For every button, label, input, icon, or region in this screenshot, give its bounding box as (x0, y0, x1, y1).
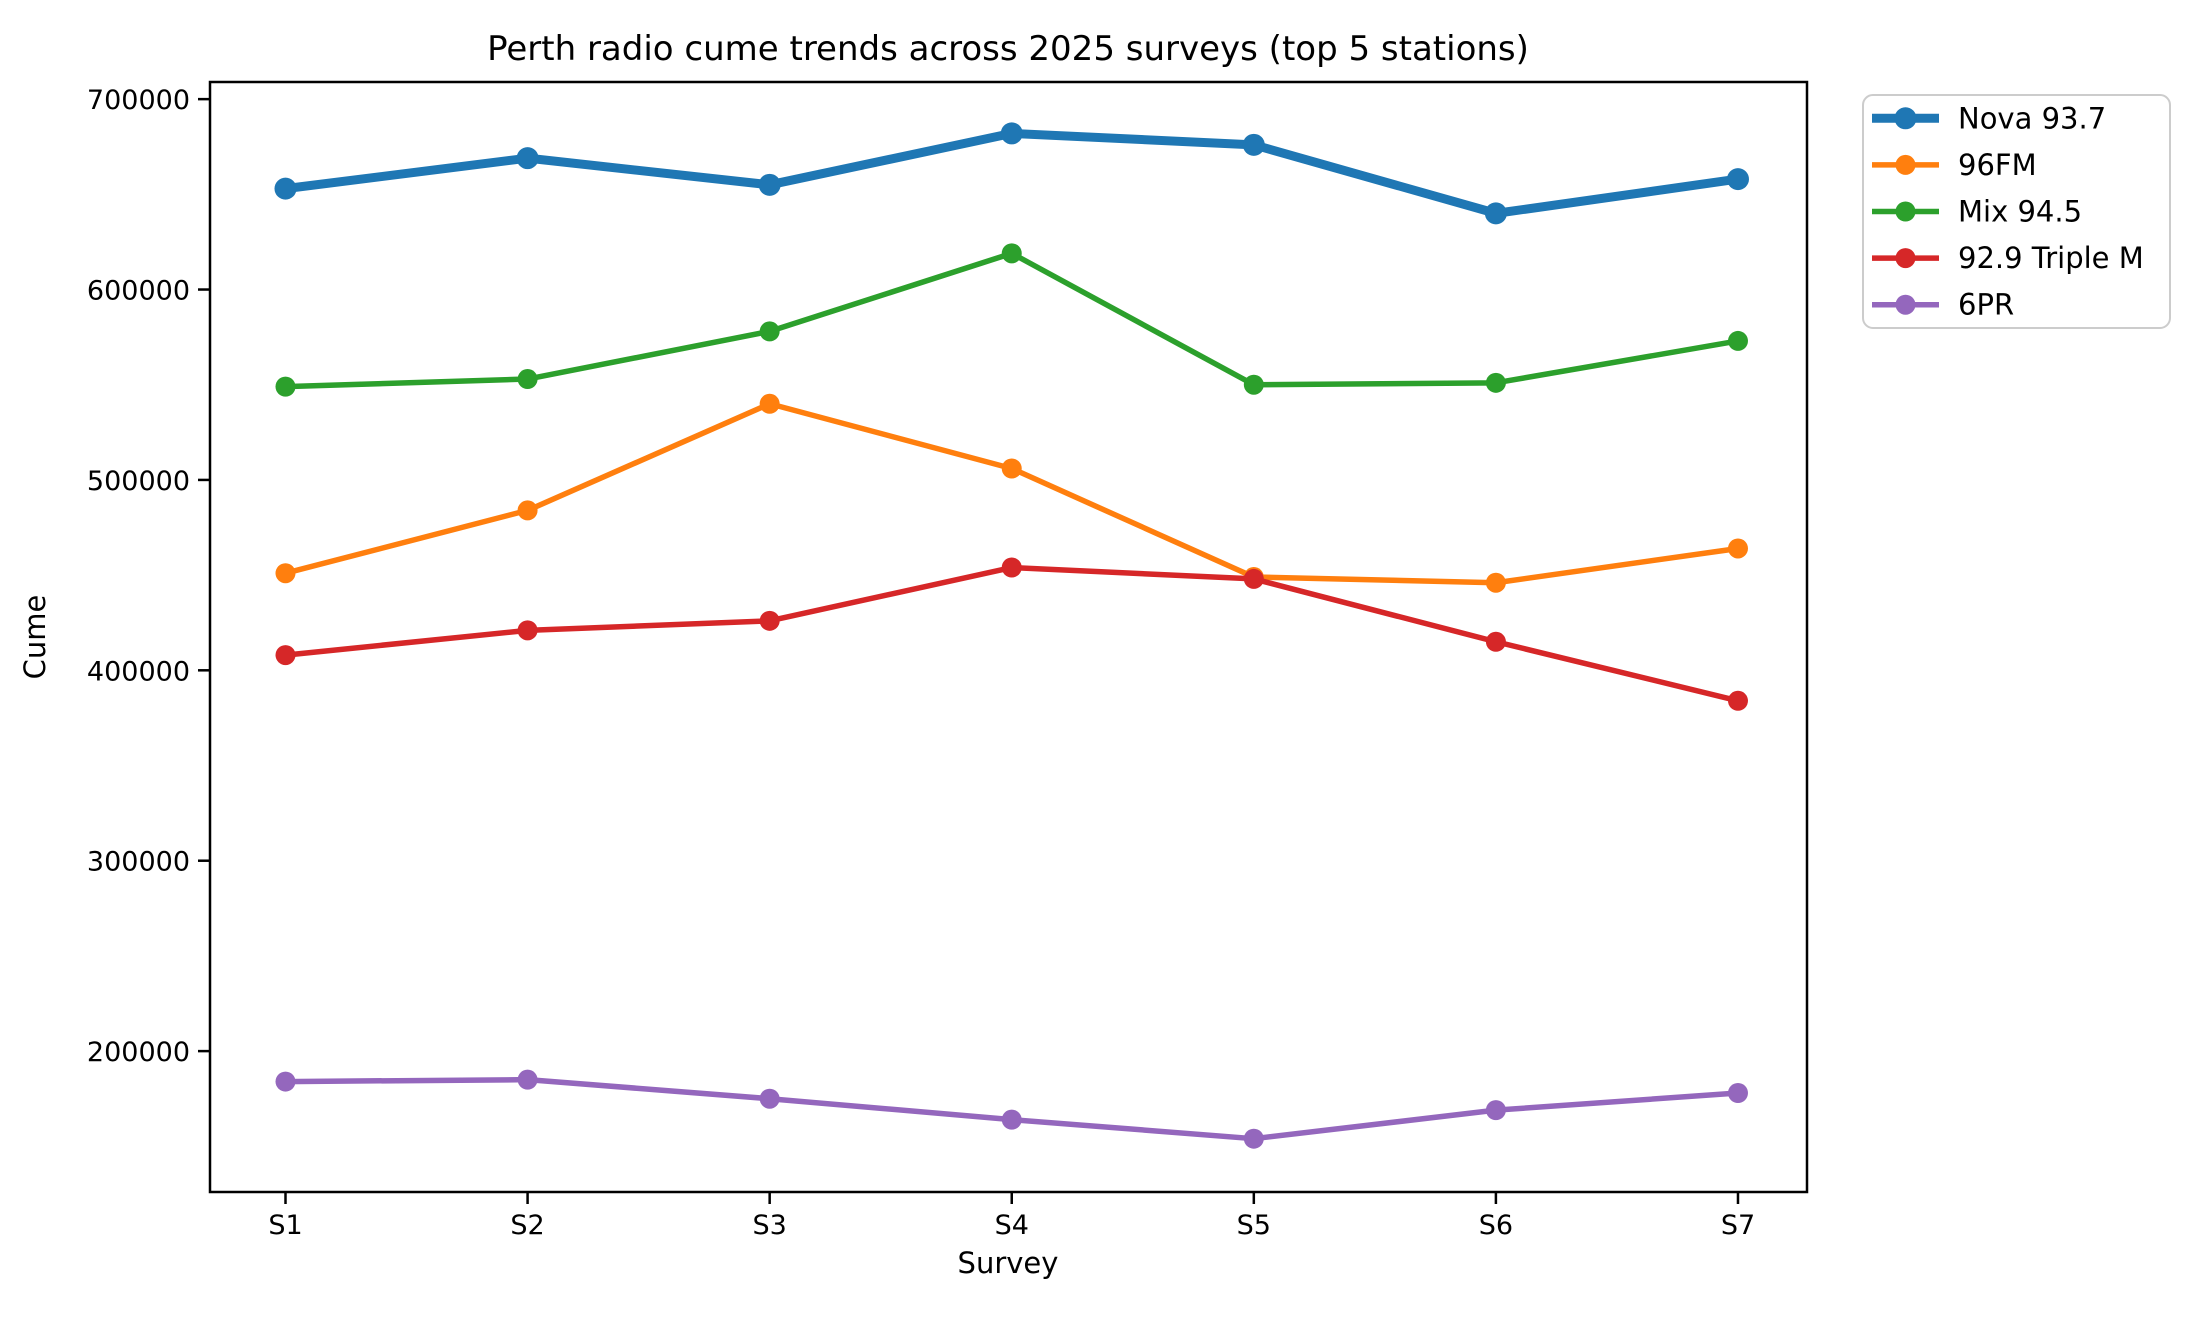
x-tick-label-s1: S1 (268, 1210, 302, 1241)
chart-title: Perth radio cume trends across 2025 surv… (487, 29, 1529, 69)
x-axis-label: Survey (958, 1246, 1059, 1280)
legend-item-96fm: 96FM (1872, 148, 2037, 182)
data-point-6pr-s7 (1727, 1082, 1748, 1103)
data-point-mix-94-5-s6 (1485, 372, 1506, 393)
series-line-nova-93-7 (281, 128, 1743, 218)
series-96fm (275, 393, 1748, 593)
legend-label-92-9-triple-m: 92.9 Triple M (1958, 241, 2144, 275)
data-point-6pr-s1 (275, 1071, 296, 1092)
data-point-92-9-triple-m-s2 (517, 620, 538, 641)
axes-layer (208, 80, 1809, 1194)
data-point-92-9-triple-m-s6 (1485, 631, 1506, 652)
legend-item-6pr: 6PR (1872, 288, 2014, 322)
axes-box (208, 80, 1809, 1194)
legend-label-96fm: 96FM (1958, 148, 2037, 182)
series-line-92-9-triple-m (282, 564, 1741, 704)
x-tick-label-s2: S2 (510, 1210, 544, 1241)
data-point-92-9-triple-m-s5 (1243, 568, 1264, 589)
data-point-96fm-s7 (1727, 538, 1748, 559)
data-point-92-9-triple-m-s7 (1727, 690, 1748, 711)
series-mix-94-5 (275, 243, 1748, 397)
legend-label-nova-93-7: Nova 93.7 (1958, 101, 2106, 135)
data-point-nova-93-7-s5 (1242, 133, 1265, 156)
data-point-6pr-s6 (1485, 1100, 1506, 1121)
legend-item-nova-93-7: Nova 93.7 (1872, 101, 2106, 135)
data-point-6pr-s5 (1243, 1128, 1264, 1149)
data-point-nova-93-7-s3 (758, 173, 781, 196)
legend-box (1862, 94, 2171, 329)
legend: Nova 93.7 96FM Mix 94.5 92.9 Triple M 6PR (1862, 94, 2171, 329)
data-point-mix-94-5-s5 (1243, 374, 1264, 395)
y-tick-label: 500000 (87, 466, 190, 497)
legend-item-mix-94-5: Mix 94.5 (1872, 195, 2082, 229)
data-point-mix-94-5-s4 (1001, 243, 1022, 264)
data-point-6pr-s2 (517, 1069, 538, 1090)
data-point-96fm-s6 (1485, 572, 1506, 593)
data-point-mix-94-5-s3 (759, 321, 780, 342)
data-point-92-9-triple-m-s4 (1001, 557, 1022, 578)
y-tick-label: 600000 (87, 276, 190, 307)
y-tick-label: 400000 (87, 656, 190, 687)
x-tick-label-s7: S7 (1721, 1210, 1755, 1241)
data-point-6pr-s4 (1001, 1109, 1022, 1130)
series-92-9-triple-m (275, 557, 1748, 711)
x-tick-label-s6: S6 (1479, 1210, 1513, 1241)
data-point-nova-93-7-s2 (516, 147, 539, 170)
series-line-6pr (282, 1076, 1741, 1142)
legend-label-mix-94-5: Mix 94.5 (1958, 195, 2082, 229)
data-point-nova-93-7-s1 (274, 177, 297, 200)
x-tick-label-s5: S5 (1237, 1210, 1271, 1241)
y-tick-label: 300000 (87, 847, 190, 878)
data-point-96fm-s4 (1001, 458, 1022, 479)
legend-marker (1894, 107, 1917, 130)
tick-layer: 200000 300000 400000 500000 600000 700000 S1 S2… (87, 85, 1755, 1241)
data-point-nova-93-7-s4 (1000, 122, 1023, 145)
data-point-92-9-triple-m-s3 (759, 610, 780, 631)
data-point-96fm-s2 (517, 500, 538, 521)
series-6pr (275, 1069, 1748, 1149)
legend-marker (1895, 248, 1916, 269)
legend-item-92-9-triple-m: 92.9 Triple M (1872, 241, 2144, 275)
data-point-96fm-s3 (759, 393, 780, 414)
data-point-mix-94-5-s1 (275, 376, 296, 397)
x-tick-label-s4: S4 (995, 1210, 1029, 1241)
data-point-92-9-triple-m-s1 (275, 645, 296, 666)
y-axis-label: Cume (18, 595, 52, 680)
legend-marker (1895, 201, 1916, 222)
series-layer (274, 122, 1749, 1149)
data-point-nova-93-7-s6 (1484, 202, 1507, 225)
data-point-mix-94-5-s7 (1727, 330, 1748, 351)
x-tick-label-s3: S3 (752, 1210, 786, 1241)
data-point-6pr-s3 (759, 1088, 780, 1109)
legend-marker (1895, 154, 1916, 175)
data-point-nova-93-7-s7 (1726, 168, 1749, 191)
legend-label-6pr: 6PR (1958, 288, 2014, 322)
data-point-96fm-s1 (275, 563, 296, 584)
y-tick-label: 700000 (87, 85, 190, 116)
y-tick-label: 200000 (87, 1037, 190, 1068)
series-nova-93-7 (274, 122, 1749, 225)
series-line-mix-94-5 (282, 250, 1741, 390)
series-line-96fm (282, 401, 1741, 586)
data-point-mix-94-5-s2 (517, 369, 538, 390)
legend-marker (1895, 294, 1916, 315)
